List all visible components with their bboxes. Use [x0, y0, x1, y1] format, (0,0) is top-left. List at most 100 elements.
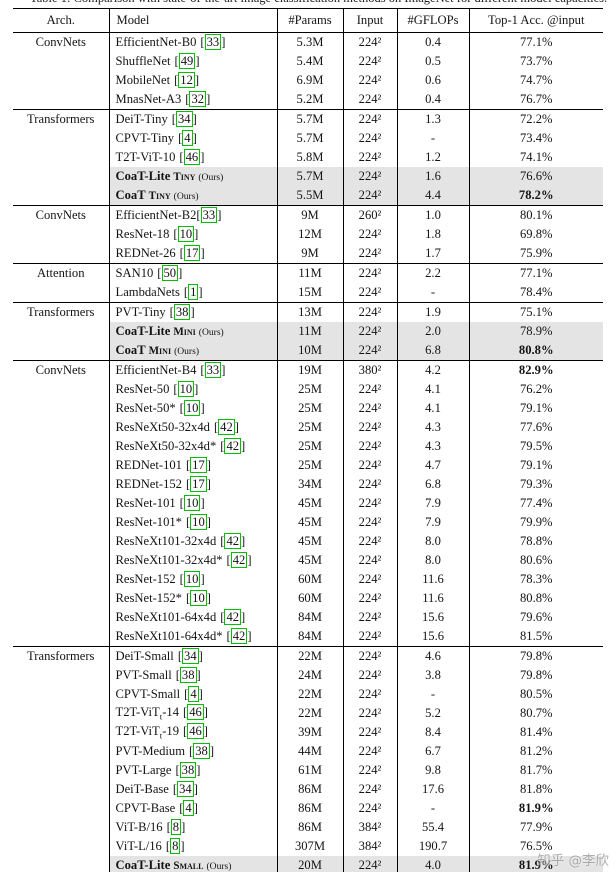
- input-cell: 224²: [342, 52, 397, 71]
- input-cell-value: 224²: [358, 743, 382, 758]
- gflops-cell: 4.6: [396, 646, 469, 666]
- params-cell-value: 5.8M: [296, 149, 324, 164]
- arch-label: Transformers: [27, 112, 95, 126]
- citation-link[interactable]: [42]: [220, 437, 245, 454]
- citation-bracket-close: ]: [203, 723, 208, 738]
- input-cell-value: 224²: [358, 800, 382, 815]
- model-name: DeiT-Base: [115, 781, 169, 796]
- citation-link[interactable]: [46]: [179, 148, 204, 165]
- citation-link[interactable]: [10]: [186, 589, 211, 606]
- citation-link[interactable]: [42]: [220, 608, 245, 625]
- citation-link[interactable]: [33]: [200, 361, 225, 378]
- gflops-cell-value: 1.2: [425, 149, 441, 164]
- citation-link[interactable]: [50]: [157, 264, 182, 281]
- input-cell-value: 224²: [358, 304, 382, 319]
- citation-bracket-open: [: [179, 495, 184, 510]
- citation-link[interactable]: [17]: [186, 475, 211, 492]
- citation-link[interactable]: [38]: [175, 761, 200, 778]
- citation-link[interactable]: [49]: [175, 52, 200, 69]
- table-row: CPVT-Small[4] 22M 224² - 80.5%: [13, 685, 603, 704]
- citation-link[interactable]: [38]: [169, 303, 195, 320]
- params-cell: 5.2M: [276, 90, 343, 110]
- gflops-cell-value: 4.2: [425, 362, 441, 377]
- gflops-cell: 6.8: [396, 341, 469, 361]
- citation-link[interactable]: [38]: [189, 742, 214, 759]
- citation-number: 17: [190, 456, 207, 473]
- params-cell-value: 86M: [298, 781, 322, 796]
- citation-bracket-close: ]: [198, 686, 203, 701]
- input-cell: 224²: [342, 32, 397, 52]
- model-name: CPVT-Small: [115, 686, 181, 701]
- input-cell-value: 224²: [358, 72, 382, 87]
- acc-cell-value: 77.1%: [519, 265, 553, 280]
- citation-link[interactable]: [42]: [214, 418, 239, 435]
- input-cell: 224²: [342, 322, 397, 341]
- table-row: T2T-ViTt-19[46] 39M 224² 8.4 81.4%: [13, 723, 603, 742]
- model-cell: ResNeXt50-32x4d*[42]: [108, 437, 277, 456]
- citation-link[interactable]: [8]: [167, 818, 185, 835]
- acc-cell-value: 80.5%: [519, 686, 553, 701]
- table-row: DeiT-Base[34] 86M 224² 17.6 81.8%: [13, 780, 603, 799]
- params-cell: 15M: [276, 283, 343, 303]
- citation-link[interactable]: [10]: [186, 513, 211, 530]
- table-row: ViT-L/16[8] 307M 384² 190.7 76.5%: [13, 837, 603, 856]
- citation-link[interactable]: [42]: [227, 551, 252, 568]
- gflops-cell-value: 1.7: [425, 245, 441, 260]
- citation-link[interactable]: [42]: [220, 532, 245, 549]
- table-row: ResNeXt101-64x4d*[42] 84M 224² 15.6 81.5%: [13, 627, 603, 647]
- citation-number: 12: [178, 71, 195, 88]
- model-name: ResNet-50*: [115, 400, 176, 415]
- citation-link[interactable]: [38]: [176, 666, 201, 683]
- gflops-cell: 1.3: [396, 109, 469, 129]
- citation-link[interactable]: [46]: [183, 704, 208, 720]
- citation-link[interactable]: [4]: [179, 799, 198, 816]
- params-cell: 11M: [276, 322, 343, 341]
- citation-link[interactable]: [17]: [186, 456, 211, 473]
- model-cell: CPVT-Tiny[4]: [108, 129, 277, 148]
- model-cell: ResNet-101*[10]: [108, 513, 277, 532]
- acc-cell: 80.8%: [468, 341, 603, 361]
- citation-link[interactable]: [10]: [180, 399, 205, 416]
- citation-link[interactable]: [34]: [172, 110, 197, 127]
- citation-link[interactable]: [10]: [173, 225, 199, 242]
- citation-link[interactable]: [33]: [200, 33, 225, 50]
- citation-link[interactable]: [34]: [178, 647, 203, 664]
- citation-link[interactable]: [10]: [179, 494, 205, 511]
- citation-bracket-close: ]: [206, 457, 211, 472]
- citation-link[interactable]: [1]: [184, 283, 203, 300]
- acc-cell-value: 79.6%: [519, 609, 553, 624]
- citation-number: 38: [179, 666, 197, 683]
- citation-link[interactable]: [46]: [183, 723, 208, 739]
- citation-number: 49: [178, 52, 196, 69]
- citation-link[interactable]: [42]: [227, 627, 252, 644]
- table-row: ResNet-50*[10] 25M 224² 4.1 79.1%: [13, 399, 603, 418]
- citation-link[interactable]: [8]: [166, 837, 185, 854]
- citation-link[interactable]: [33]: [196, 206, 221, 223]
- citation-bracket-open: [: [175, 762, 180, 777]
- gflops-cell: 5.2: [396, 704, 469, 723]
- acc-cell-value: 77.9%: [519, 819, 553, 834]
- acc-cell: 79.3%: [468, 475, 603, 494]
- citation-link[interactable]: [34]: [173, 780, 198, 797]
- params-cell-value: 6.9M: [296, 72, 324, 87]
- citation-link[interactable]: [12]: [174, 71, 199, 88]
- citation-link[interactable]: [10]: [173, 380, 198, 397]
- params-cell-value: 45M: [298, 552, 322, 567]
- input-cell: 260²: [342, 205, 397, 225]
- table-header-row: Arch. Model #Params Input #GFLOPs Top-1 …: [13, 8, 603, 33]
- citation-bracket-close: ]: [194, 226, 199, 241]
- citation-number: 4: [188, 685, 199, 702]
- citation-link[interactable]: [17]: [180, 244, 205, 261]
- acc-cell-value: 79.8%: [519, 667, 553, 682]
- acc-cell-value: 77.6%: [519, 419, 553, 434]
- citation-link[interactable]: [10]: [180, 570, 205, 587]
- citation-bracket-open: [: [169, 304, 174, 319]
- acc-cell-value: 81.8%: [519, 781, 553, 796]
- model-cell: ResNeXt50-32x4d[42]: [108, 418, 277, 437]
- params-cell: 25M: [276, 380, 343, 399]
- citation-link[interactable]: [32]: [185, 90, 210, 107]
- gflops-cell-value: -: [430, 130, 436, 145]
- citation-bracket-open: [: [173, 226, 178, 241]
- citation-link[interactable]: [4]: [178, 129, 197, 146]
- citation-link[interactable]: [4]: [184, 685, 203, 702]
